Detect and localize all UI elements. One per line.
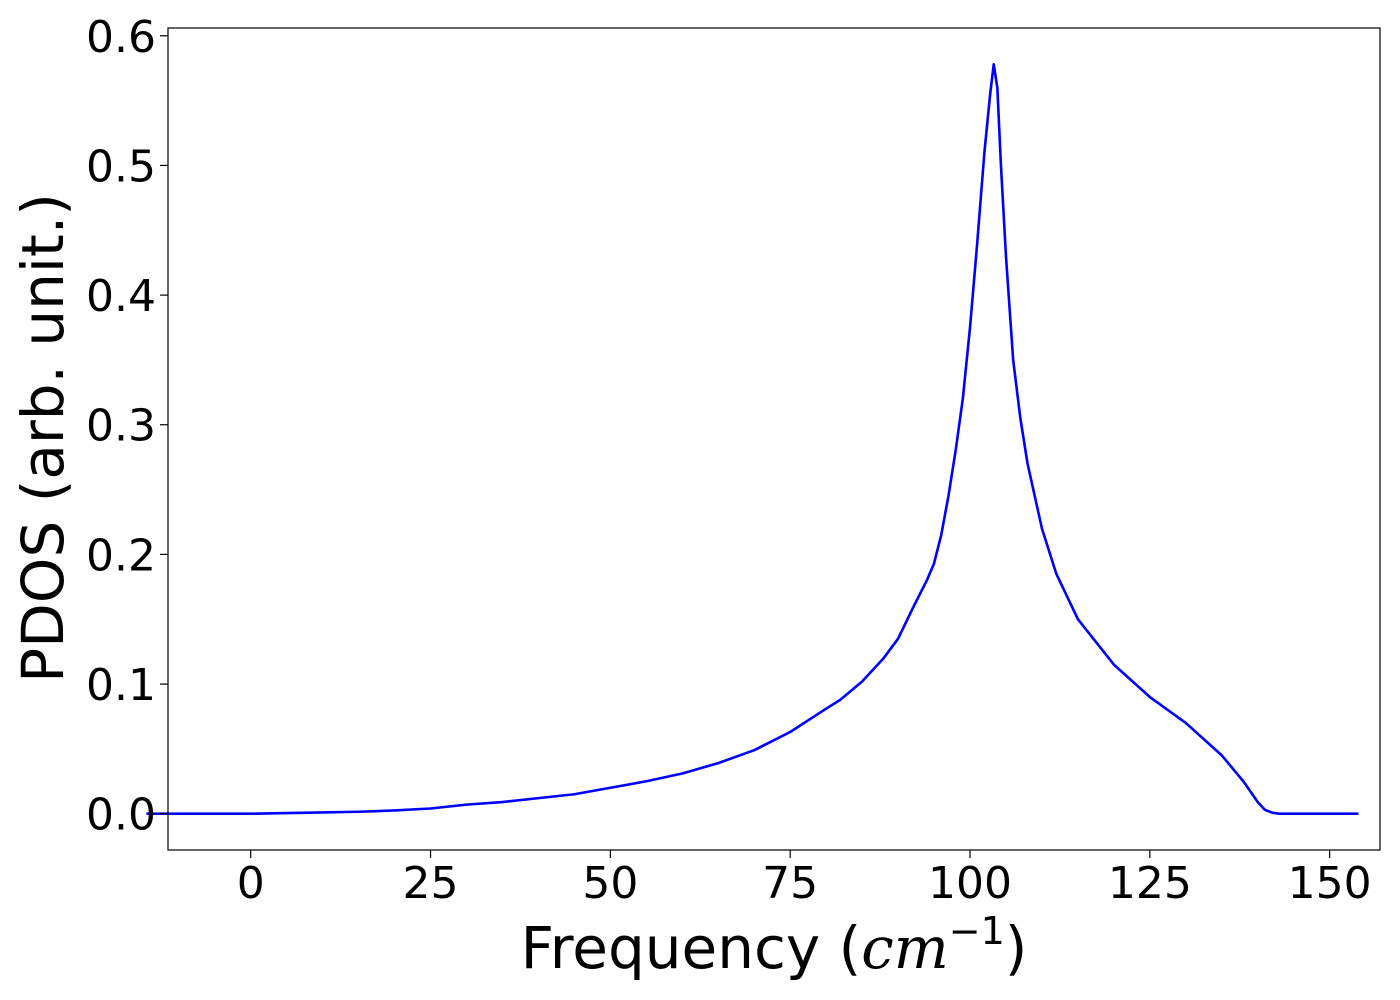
y-axis-label: PDOS (arb. unit.) <box>9 193 77 683</box>
pdos-series-line <box>146 63 1359 815</box>
x-axis-label-suffix: ) <box>1005 914 1028 982</box>
x-tick-label: 150 <box>1288 858 1372 909</box>
y-tick-label: 0.5 <box>86 141 156 192</box>
x-axis-label-exponent: −1 <box>949 909 1005 953</box>
x-axis-label-prefix: Frequency ( <box>521 914 862 982</box>
x-tick-label: 125 <box>1108 858 1192 909</box>
x-tick-label: 50 <box>582 858 638 909</box>
y-tick-label: 0.2 <box>86 530 156 581</box>
x-tick-label: 25 <box>403 858 459 909</box>
x-tick-label: 0 <box>237 858 265 909</box>
plot-area <box>146 63 1359 815</box>
x-tick-label: 75 <box>762 858 818 909</box>
axes-frame <box>167 27 1381 851</box>
y-tick-label: 0.0 <box>86 790 156 841</box>
y-tick-label: 0.4 <box>86 271 156 322</box>
y-tick-label: 0.1 <box>86 660 156 711</box>
x-axis-label-unit: cm <box>861 914 948 982</box>
x-axis-ticks: 0 25 50 75 100 125 150 <box>237 850 1372 909</box>
y-axis-ticks: 0.0 0.1 0.2 0.3 0.4 0.5 0.6 <box>86 12 168 841</box>
y-tick-label: 0.6 <box>86 12 156 63</box>
y-tick-label: 0.3 <box>86 401 156 452</box>
x-axis-label: Frequency (cm−1) <box>521 909 1028 982</box>
x-tick-label: 100 <box>928 858 1012 909</box>
